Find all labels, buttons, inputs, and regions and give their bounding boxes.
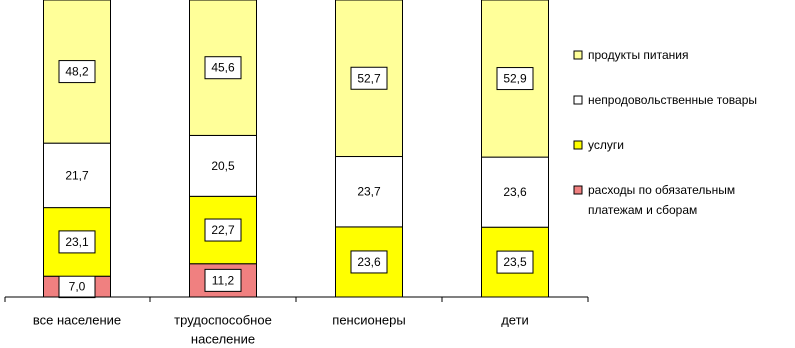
data-label: 45,6 — [211, 61, 235, 75]
data-label-box — [58, 60, 96, 84]
bar-segment — [43, 142, 111, 209]
legend-swatch — [573, 140, 583, 150]
data-label-box — [204, 56, 242, 80]
data-label: 23,5 — [503, 255, 527, 269]
data-label: 22,7 — [211, 223, 235, 237]
x-tick-label: дети — [501, 313, 529, 328]
legend-label: расходы по обязательным — [588, 183, 735, 197]
x-tick-label: население — [191, 332, 255, 347]
legend-swatch — [573, 95, 583, 105]
legend-swatch — [573, 185, 583, 195]
data-label-box — [204, 218, 242, 242]
bar-segment — [335, 156, 403, 228]
data-label: 23,1 — [65, 235, 89, 249]
data-label: 23,7 — [357, 185, 381, 199]
legend-swatch — [573, 50, 583, 60]
data-label: 52,7 — [357, 71, 381, 85]
legend-label: платежам и сборам — [588, 203, 697, 217]
data-label-box — [496, 67, 534, 91]
legend-label: непродовольственные товары — [588, 93, 757, 107]
data-label: 20,5 — [211, 159, 235, 173]
data-label-box — [58, 230, 96, 254]
x-tick-label: трудоспособное — [174, 313, 272, 328]
bar-segment — [189, 134, 257, 197]
legend-label: услуги — [588, 138, 624, 152]
data-label: 48,2 — [65, 65, 89, 79]
x-tick-label: пенсионеры — [332, 313, 405, 328]
data-label: 11,2 — [212, 273, 235, 287]
data-label: 21,7 — [65, 168, 89, 182]
data-label-box — [496, 250, 534, 274]
x-tick-label: все население — [33, 313, 121, 328]
data-label: 23,6 — [357, 255, 381, 269]
data-label: 7,0 — [69, 280, 86, 294]
data-label: 23,6 — [503, 185, 527, 199]
bar-segment — [43, 207, 111, 277]
data-label-box — [204, 268, 242, 292]
data-label-box — [350, 250, 388, 274]
data-label-box — [350, 66, 388, 90]
legend-label: продукты питания — [588, 48, 689, 62]
bar-segment — [481, 156, 549, 228]
data-label: 52,9 — [503, 72, 527, 86]
